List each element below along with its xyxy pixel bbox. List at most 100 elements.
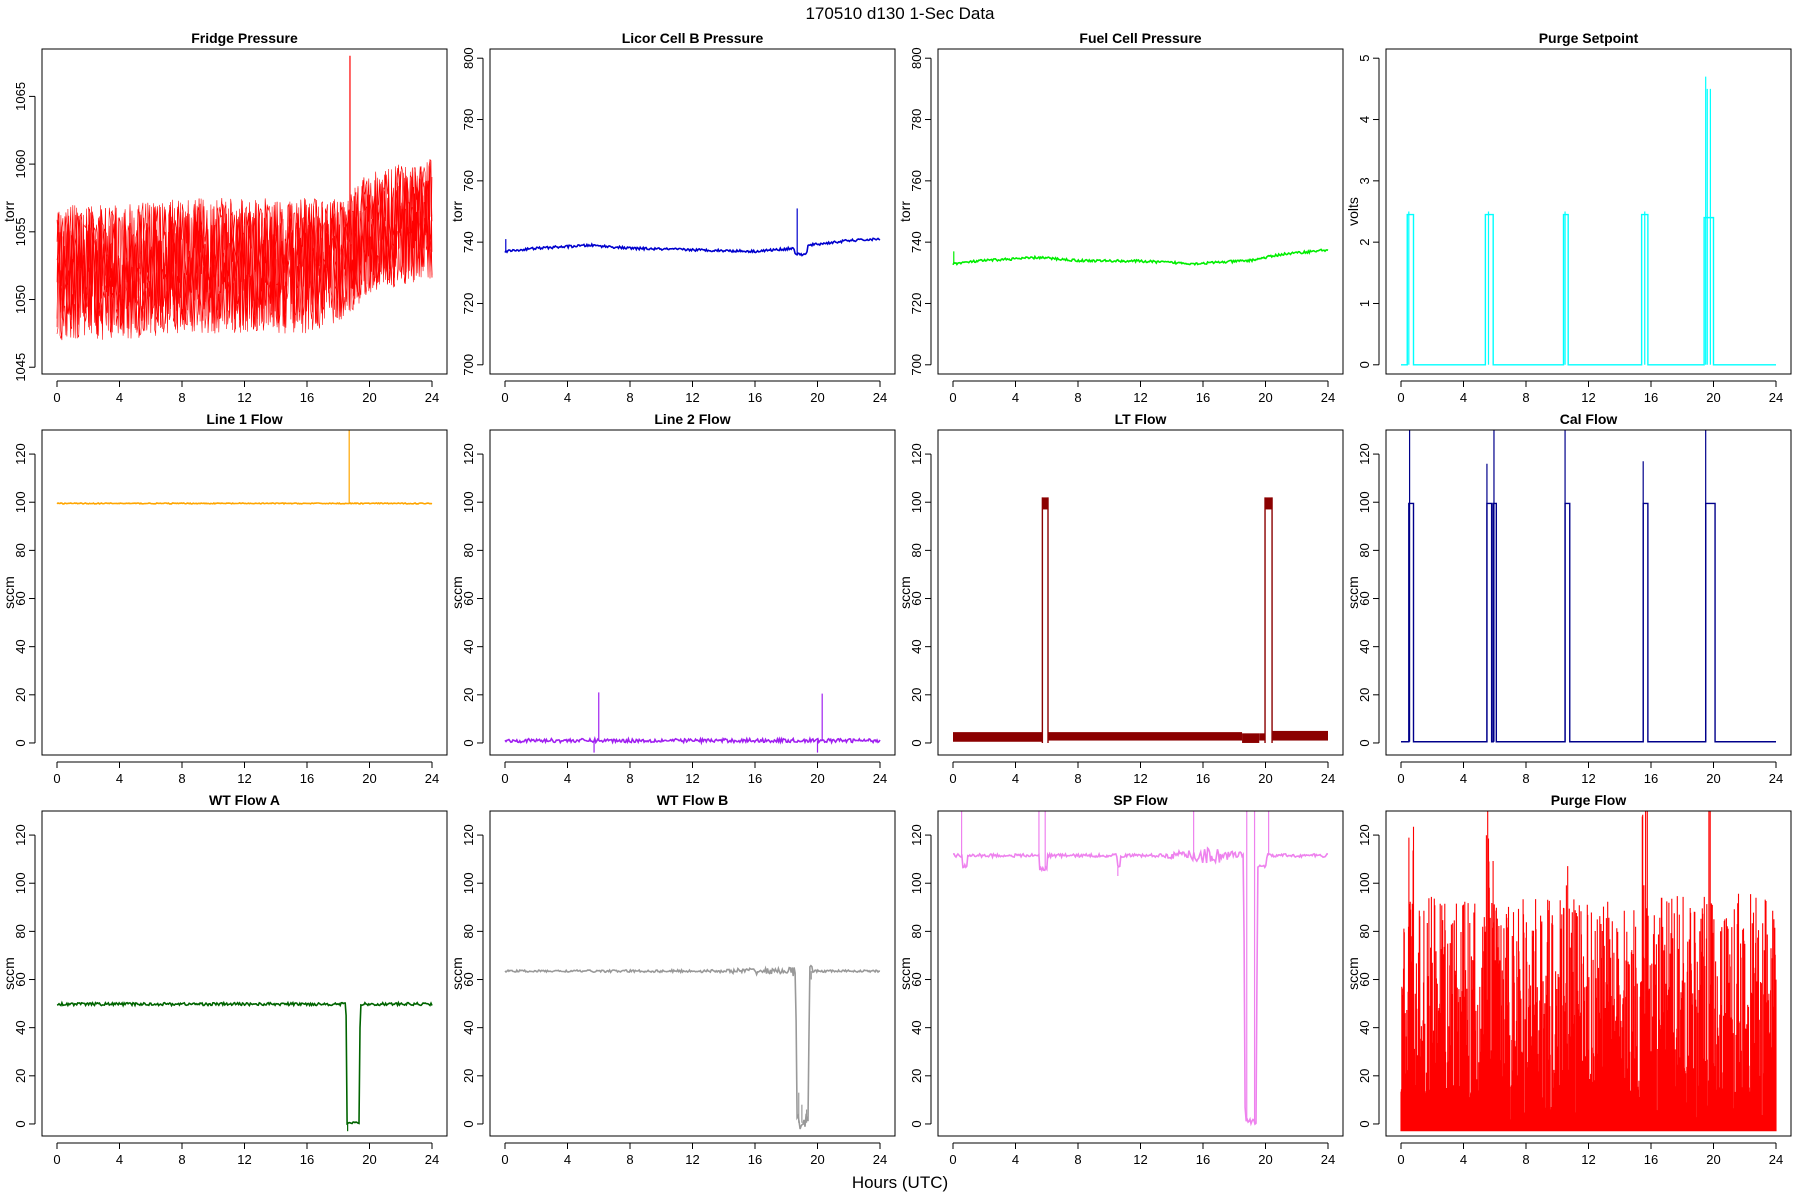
y-tick-label: 40 — [909, 1020, 924, 1034]
x-axis: 0 4 8 12 16 20 24 — [1397, 1142, 1783, 1167]
y-tick-label: 0 — [13, 1120, 28, 1127]
x-tick-label: 0 — [949, 771, 956, 786]
y-axis-label: sccm — [897, 957, 913, 990]
x-tick-label: 8 — [1522, 771, 1529, 786]
y-axis-label: torr — [449, 201, 465, 222]
x-tick-label: 12 — [1133, 1152, 1147, 1167]
x-tick-label: 20 — [810, 1152, 824, 1167]
plot-frame — [937, 429, 1344, 756]
y-axis-label: sccm — [449, 957, 465, 990]
x-tick-label: 16 — [300, 1152, 314, 1167]
x-tick-label: 0 — [949, 390, 956, 405]
y-tick-label: 800 — [909, 47, 924, 69]
series-line — [1401, 502, 1776, 743]
y-tick-label: 60 — [461, 591, 476, 605]
x-tick-label: 24 — [1769, 1152, 1783, 1167]
x-tick-label: 4 — [1012, 390, 1019, 405]
y-tick-label: 760 — [461, 170, 476, 192]
plot-area — [56, 55, 433, 341]
x-tick-label: 4 — [564, 390, 571, 405]
x-axis: 0 4 8 12 16 20 24 — [949, 761, 1335, 786]
y-tick-label: 780 — [909, 109, 924, 131]
plot-area — [56, 1000, 433, 1132]
y-axis: 0 20 40 60 80 100 120 — [13, 824, 36, 1128]
x-tick-label: 4 — [1012, 1152, 1019, 1167]
plot-frame — [41, 429, 448, 756]
y-axis-label: torr — [897, 201, 913, 222]
chart-panel: WT Flow A sccm 0 4 8 12 16 20 24 0 20 40 60 80 100 120 — [1, 792, 448, 1167]
y-axis: 0 20 40 60 80 100 120 — [1357, 443, 1380, 747]
x-tick-label: 4 — [564, 771, 571, 786]
y-tick-label: 720 — [461, 293, 476, 315]
y-tick-label: 3 — [1357, 177, 1372, 184]
y-tick-label: 2 — [1357, 239, 1372, 246]
x-tick-label: 8 — [178, 771, 185, 786]
y-axis: 700 720 740 760 780 800 — [461, 47, 484, 376]
x-axis: 0 4 8 12 16 20 24 — [53, 380, 439, 405]
x-tick-label: 8 — [178, 1152, 185, 1167]
x-tick-label: 24 — [1769, 771, 1783, 786]
x-tick-label: 8 — [1074, 1152, 1081, 1167]
x-tick-label: 4 — [116, 771, 123, 786]
x-tick-label: 24 — [425, 771, 439, 786]
plot-area — [504, 692, 881, 753]
series-line — [56, 166, 433, 339]
y-tick-label: 60 — [909, 972, 924, 986]
x-tick-label: 16 — [1644, 1152, 1658, 1167]
y-tick-label: 700 — [461, 354, 476, 376]
y-tick-label: 120 — [909, 443, 924, 465]
y-axis: 0 20 40 60 80 100 120 — [461, 824, 484, 1128]
plot-frame — [1385, 429, 1792, 756]
y-tick-label: 100 — [13, 872, 28, 894]
y-tick-label: 20 — [1357, 1069, 1372, 1083]
y-tick-label: 0 — [1357, 739, 1372, 746]
y-tick-label: 20 — [13, 1069, 28, 1083]
plot-area — [1401, 430, 1776, 743]
x-tick-label: 20 — [810, 771, 824, 786]
x-tick-label: 4 — [1460, 390, 1467, 405]
y-tick-label: 100 — [1357, 872, 1372, 894]
y-tick-label: 80 — [461, 543, 476, 557]
y-tick-label: 1060 — [13, 150, 28, 179]
series-line — [1400, 811, 1777, 1132]
y-tick-label: 40 — [461, 1020, 476, 1034]
x-tick-label: 16 — [748, 390, 762, 405]
x-tick-label: 12 — [1581, 390, 1595, 405]
series-band — [1265, 497, 1272, 510]
y-tick-label: 1055 — [13, 217, 28, 246]
plot-frame — [937, 48, 1344, 375]
series-line — [56, 501, 433, 505]
x-tick-label: 0 — [1397, 1152, 1404, 1167]
x-tick-label: 24 — [1321, 771, 1335, 786]
x-tick-label: 20 — [1258, 771, 1272, 786]
x-tick-label: 12 — [685, 771, 699, 786]
y-tick-label: 40 — [461, 639, 476, 653]
x-tick-label: 8 — [626, 1152, 633, 1167]
y-tick-label: 4 — [1357, 116, 1372, 123]
x-axis: 0 4 8 12 16 20 24 — [501, 761, 887, 786]
series-line — [56, 1000, 433, 1126]
y-tick-label: 40 — [1357, 1020, 1372, 1034]
y-tick-label: 80 — [13, 924, 28, 938]
series-band — [1242, 733, 1260, 743]
figure-x-axis-label: Hours (UTC) — [852, 1173, 948, 1192]
y-axis-label: sccm — [1, 957, 17, 990]
chart-panel: Cal Flow sccm 0 4 8 12 16 20 24 0 20 40 60 80 100 120 — [1345, 411, 1792, 786]
plot-area — [952, 248, 1329, 267]
x-tick-label: 16 — [1196, 771, 1210, 786]
y-tick-label: 1045 — [13, 353, 28, 382]
panel-title: WT Flow B — [657, 792, 729, 808]
panel-title: Cal Flow — [1560, 411, 1618, 427]
x-tick-label: 24 — [1321, 1152, 1335, 1167]
figure-title: 170510 d130 1-Sec Data — [805, 4, 995, 23]
x-tick-label: 8 — [1522, 390, 1529, 405]
plot-frame — [937, 810, 1344, 1137]
x-axis: 0 4 8 12 16 20 24 — [949, 1142, 1335, 1167]
panel-title: Fuel Cell Pressure — [1079, 30, 1201, 46]
plot-area — [504, 964, 881, 1130]
y-tick-label: 0 — [13, 739, 28, 746]
plot-area — [1400, 811, 1777, 1132]
y-tick-label: 100 — [13, 491, 28, 513]
